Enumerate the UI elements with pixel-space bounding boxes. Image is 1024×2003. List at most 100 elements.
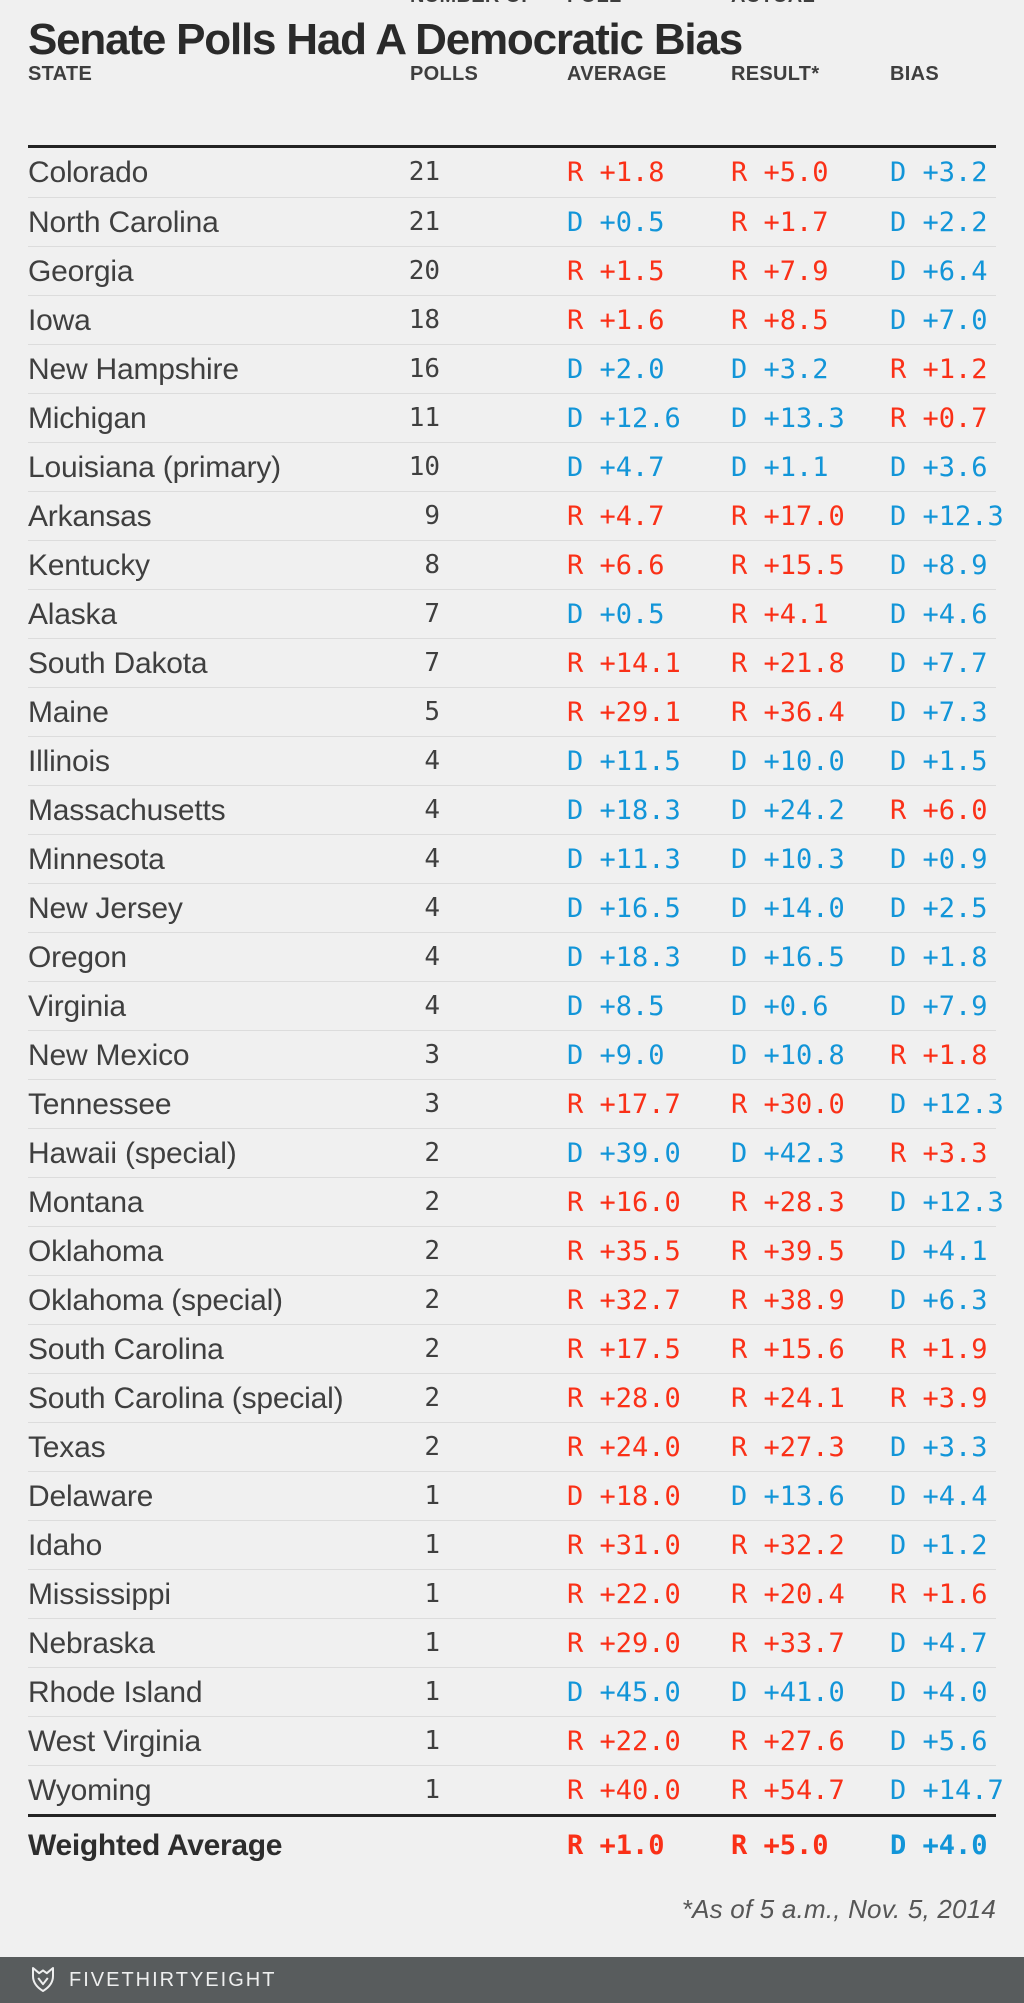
table-row: Georgia 20 R +1.5 R +7.9 D +6.4	[28, 246, 996, 295]
table-row: Rhode Island 1 D +45.0 D +41.0 D +4.0	[28, 1667, 996, 1716]
state-cell: Kentucky	[28, 549, 150, 583]
polls-count-cell: 9	[424, 501, 440, 532]
state-cell: Mississippi	[28, 1578, 171, 1612]
actual-result-cell: D +10.3	[731, 844, 845, 876]
table-row: New Mexico 3 D +9.0 D +10.8 R +1.8	[28, 1030, 996, 1079]
poll-average-cell: R +14.1	[567, 648, 681, 680]
bias-cell: D +3.6	[890, 452, 988, 484]
poll-average-cell: R +32.7	[567, 1285, 681, 1317]
state-cell: Oklahoma (special)	[28, 1284, 283, 1318]
polls-count-cell: 2	[424, 1285, 440, 1316]
weighted-average-poll-average: R +1.0	[567, 1830, 665, 1862]
poll-average-cell: R +40.0	[567, 1775, 681, 1807]
polls-count-cell: 2	[424, 1187, 440, 1218]
actual-result-cell: R +7.9	[731, 256, 829, 288]
poll-average-cell: R +4.7	[567, 501, 665, 533]
polls-count-cell: 1	[424, 1530, 440, 1561]
bias-cell: D +4.0	[890, 1677, 988, 1709]
bias-cell: D +14.7	[890, 1775, 1004, 1807]
weighted-average-row: Weighted Average R +1.0 R +5.0 D +4.0	[28, 1814, 996, 1872]
actual-result-cell: R +8.5	[731, 305, 829, 337]
table-row: Nebraska 1 R +29.0 R +33.7 D +4.7	[28, 1618, 996, 1667]
poll-average-cell: D +8.5	[567, 991, 665, 1023]
bias-cell: D +12.3	[890, 1089, 1004, 1121]
poll-average-cell: D +11.5	[567, 746, 681, 778]
poll-average-cell: D +9.0	[567, 1040, 665, 1072]
bias-cell: R +6.0	[890, 795, 988, 827]
polls-count-cell: 1	[424, 1726, 440, 1757]
poll-average-cell: R +6.6	[567, 550, 665, 582]
column-header-state: STATE	[28, 63, 93, 86]
table-row: Colorado 21 R +1.8 R +5.0 D +3.2	[28, 148, 996, 197]
bias-cell: D +4.7	[890, 1628, 988, 1660]
actual-result-cell: R +20.4	[731, 1579, 845, 1611]
table-row: Montana 2 R +16.0 R +28.3 D +12.3	[28, 1177, 1004, 1226]
poll-average-cell: D +2.0	[567, 354, 665, 386]
bias-cell: D +4.1	[890, 1236, 988, 1268]
polls-count-cell: 1	[424, 1628, 440, 1659]
bias-cell: D +2.5	[890, 893, 988, 925]
bias-cell: D +0.9	[890, 844, 988, 876]
poll-average-cell: R +16.0	[567, 1187, 681, 1219]
state-cell: Iowa	[28, 304, 91, 338]
bias-cell: R +1.6	[890, 1579, 988, 1611]
polls-count-cell: 1	[424, 1775, 440, 1806]
bias-cell: D +12.3	[890, 1187, 1004, 1219]
state-cell: Montana	[28, 1186, 144, 1220]
state-cell: Wyoming	[28, 1774, 152, 1808]
column-header-actual-result: ACTUAL RESULT*	[731, 0, 820, 86]
poll-average-cell: R +22.0	[567, 1726, 681, 1758]
bias-cell: D +6.3	[890, 1285, 988, 1317]
polls-count-cell: 20	[408, 256, 440, 287]
polls-count-cell: 2	[424, 1334, 440, 1365]
bias-cell: R +1.2	[890, 354, 988, 386]
state-cell: New Hampshire	[28, 353, 239, 387]
poll-average-cell: R +24.0	[567, 1432, 681, 1464]
table-row: Louisiana (primary) 10 D +4.7 D +1.1 D +…	[28, 442, 996, 491]
table-header-row: STATE NUMBER OF POLLS POLL AVERAGE ACTUA…	[28, 0, 996, 149]
footer-bar: FIVETHIRTYEIGHT	[0, 1957, 1024, 2003]
state-cell: Alaska	[28, 598, 117, 632]
table-row: Illinois 4 D +11.5 D +10.0 D +1.5	[28, 736, 996, 785]
actual-result-cell: R +28.3	[731, 1187, 845, 1219]
polls-count-cell: 11	[408, 403, 440, 434]
actual-result-cell: D +24.2	[731, 795, 845, 827]
polls-count-cell: 18	[408, 305, 440, 336]
polls-count-cell: 4	[424, 942, 440, 973]
poll-average-cell: R +17.5	[567, 1334, 681, 1366]
poll-average-cell: R +31.0	[567, 1530, 681, 1562]
poll-average-cell: D +16.5	[567, 893, 681, 925]
polls-count-cell: 7	[424, 648, 440, 679]
state-cell: Illinois	[28, 745, 110, 779]
bias-cell: D +8.9	[890, 550, 988, 582]
polls-count-cell: 2	[424, 1383, 440, 1414]
bias-cell: D +4.6	[890, 599, 988, 631]
polls-count-cell: 4	[424, 795, 440, 826]
state-cell: Arkansas	[28, 500, 152, 534]
actual-result-cell: R +27.3	[731, 1432, 845, 1464]
polls-count-cell: 4	[424, 991, 440, 1022]
state-cell: Massachusetts	[28, 794, 226, 828]
table-row: Maine 5 R +29.1 R +36.4 D +7.3	[28, 687, 996, 736]
polls-count-cell: 1	[424, 1677, 440, 1708]
table-row: Hawaii (special) 2 D +39.0 D +42.3 R +3.…	[28, 1128, 996, 1177]
table-row: South Dakota 7 R +14.1 R +21.8 D +7.7	[28, 638, 996, 687]
poll-average-cell: R +1.6	[567, 305, 665, 337]
state-cell: Delaware	[28, 1480, 154, 1514]
poll-average-cell: D +12.6	[567, 403, 681, 435]
table-row: Michigan 11 D +12.6 D +13.3 R +0.7	[28, 393, 996, 442]
table-row: Minnesota 4 D +11.3 D +10.3 D +0.9	[28, 834, 996, 883]
column-header-poll-average: POLL AVERAGE	[567, 0, 667, 86]
weighted-average-label: Weighted Average	[28, 1829, 283, 1863]
table-row: Massachusetts 4 D +18.3 D +24.2 R +6.0	[28, 785, 996, 834]
table-row: North Carolina 21 D +0.5 R +1.7 D +2.2	[28, 197, 996, 246]
polls-count-cell: 21	[408, 157, 440, 188]
fivethirtyeight-fox-logo-icon	[32, 1967, 54, 1992]
bias-cell: D +7.9	[890, 991, 988, 1023]
polls-count-cell: 4	[424, 746, 440, 777]
actual-result-cell: R +4.1	[731, 599, 829, 631]
bias-cell: D +7.0	[890, 305, 988, 337]
actual-result-cell: R +17.0	[731, 501, 845, 533]
state-cell: South Dakota	[28, 647, 208, 681]
